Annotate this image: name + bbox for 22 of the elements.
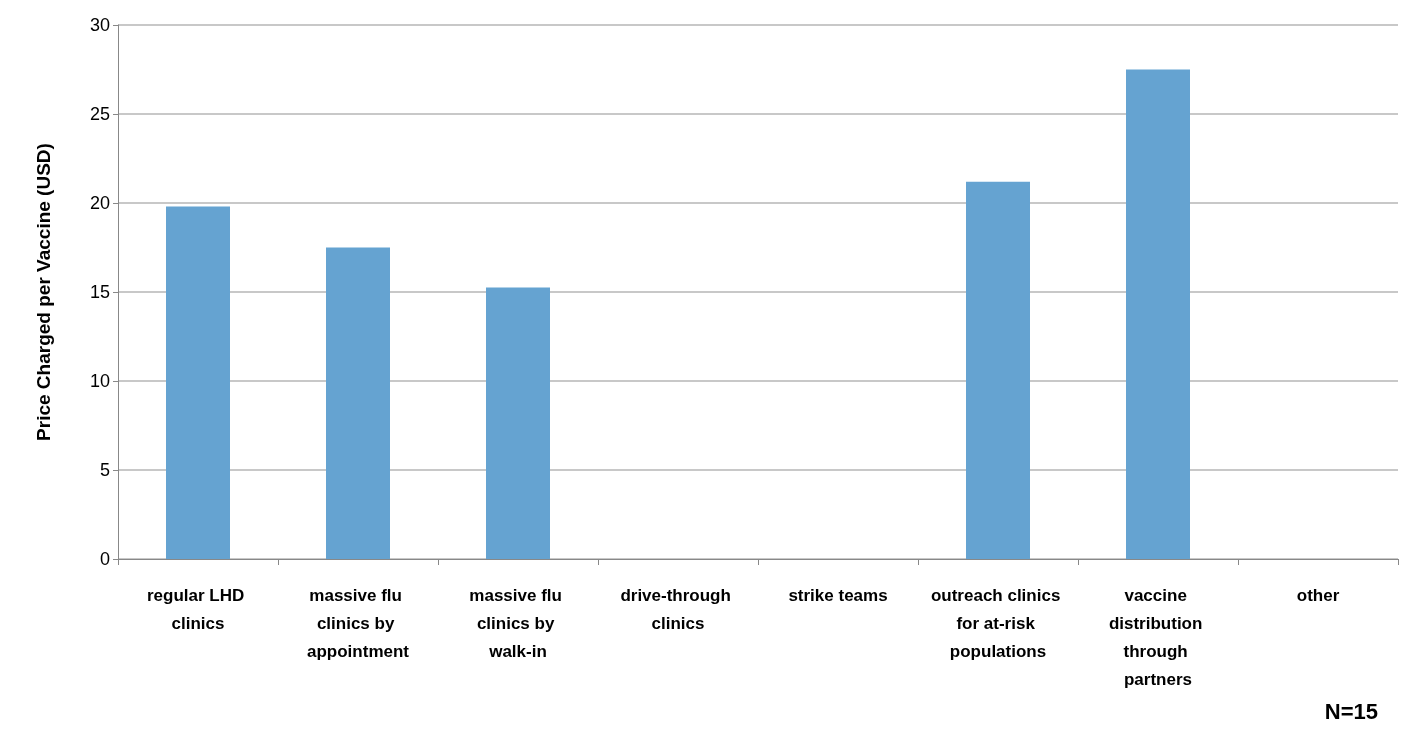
y-tick-label: 30 — [89, 15, 110, 35]
x-tick-label: other — [1296, 585, 1340, 605]
y-tick-label: 5 — [99, 460, 110, 480]
x-tick-label: outreach clinics for at-risk populations — [930, 585, 1066, 661]
x-tick-label: vaccine distribution through partners — [1108, 585, 1208, 689]
y-tick-label: 15 — [89, 282, 110, 302]
bar — [1126, 69, 1190, 559]
bar — [486, 287, 550, 559]
bar — [966, 181, 1030, 559]
y-tick-label: 25 — [89, 104, 110, 124]
x-tick-label: drive-through clinics — [620, 585, 736, 633]
y-tick-label: 0 — [99, 549, 110, 569]
x-tick-label: regular LHD clinics — [146, 585, 250, 633]
y-axis-title: Price Charged per Vaccine (USD) — [33, 143, 54, 441]
bar — [166, 206, 230, 559]
y-tick-label: 10 — [89, 371, 110, 391]
y-tick-label: 20 — [89, 193, 110, 213]
x-tick-label: massive flu clinics by appointment — [307, 585, 410, 661]
x-tick-label: strike teams — [788, 585, 888, 605]
bar — [326, 247, 390, 559]
text: N=15 — [1324, 698, 1379, 724]
x-tick-label: massive flu clinics by walk-in — [469, 585, 567, 661]
